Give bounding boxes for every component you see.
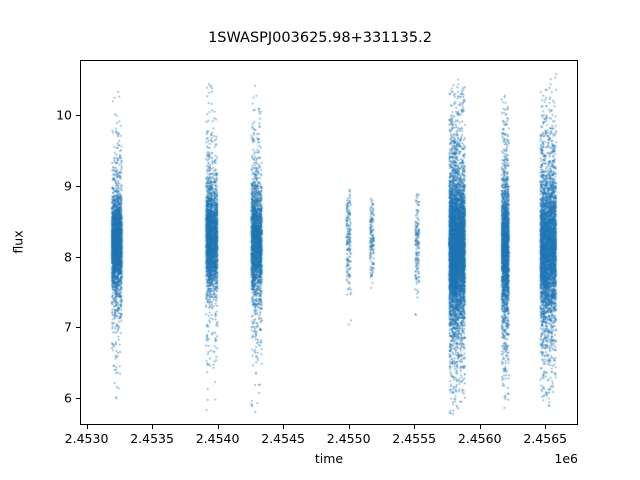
x-tick-mark xyxy=(479,425,481,429)
y-tick-label: 8 xyxy=(64,249,72,265)
x-tick-mark xyxy=(283,425,285,429)
x-tick-mark xyxy=(348,425,350,429)
y-tick-mark xyxy=(76,185,80,187)
x-tick-mark xyxy=(152,425,154,429)
y-tick-mark xyxy=(76,327,80,329)
x-tick-mark xyxy=(414,425,416,429)
x-tick-label: 2.4555 xyxy=(392,431,437,446)
x-tick-label: 2.4565 xyxy=(523,431,568,446)
x-tick-mark xyxy=(545,425,547,429)
x-tick-label: 2.4535 xyxy=(130,431,174,446)
x-tick-label: 2.4540 xyxy=(195,431,240,446)
x-tick-label: 2.4560 xyxy=(457,431,502,446)
scatter-plot-canvas xyxy=(81,61,577,424)
x-axis-label: time xyxy=(314,451,344,466)
x-tick-label: 2.4545 xyxy=(261,431,305,446)
y-tick-label: 7 xyxy=(64,319,72,335)
x-tick-mark xyxy=(217,425,219,429)
x-axis-offset-text: 1e6 xyxy=(554,451,578,466)
x-tick-label: 2.4550 xyxy=(326,431,371,446)
y-tick-mark xyxy=(76,398,80,400)
plot-axes-area xyxy=(80,60,578,425)
y-tick-label: 9 xyxy=(64,178,72,194)
y-tick-label: 6 xyxy=(64,390,72,406)
page-title: 1SWASPJ003625.98+331135.2 xyxy=(208,30,432,46)
y-tick-label: 10 xyxy=(56,107,72,123)
y-axis-label: flux xyxy=(10,230,26,254)
x-tick-label: 2.4530 xyxy=(64,431,109,446)
x-tick-mark xyxy=(86,425,88,429)
y-tick-mark xyxy=(76,256,80,258)
y-tick-mark xyxy=(76,115,80,117)
